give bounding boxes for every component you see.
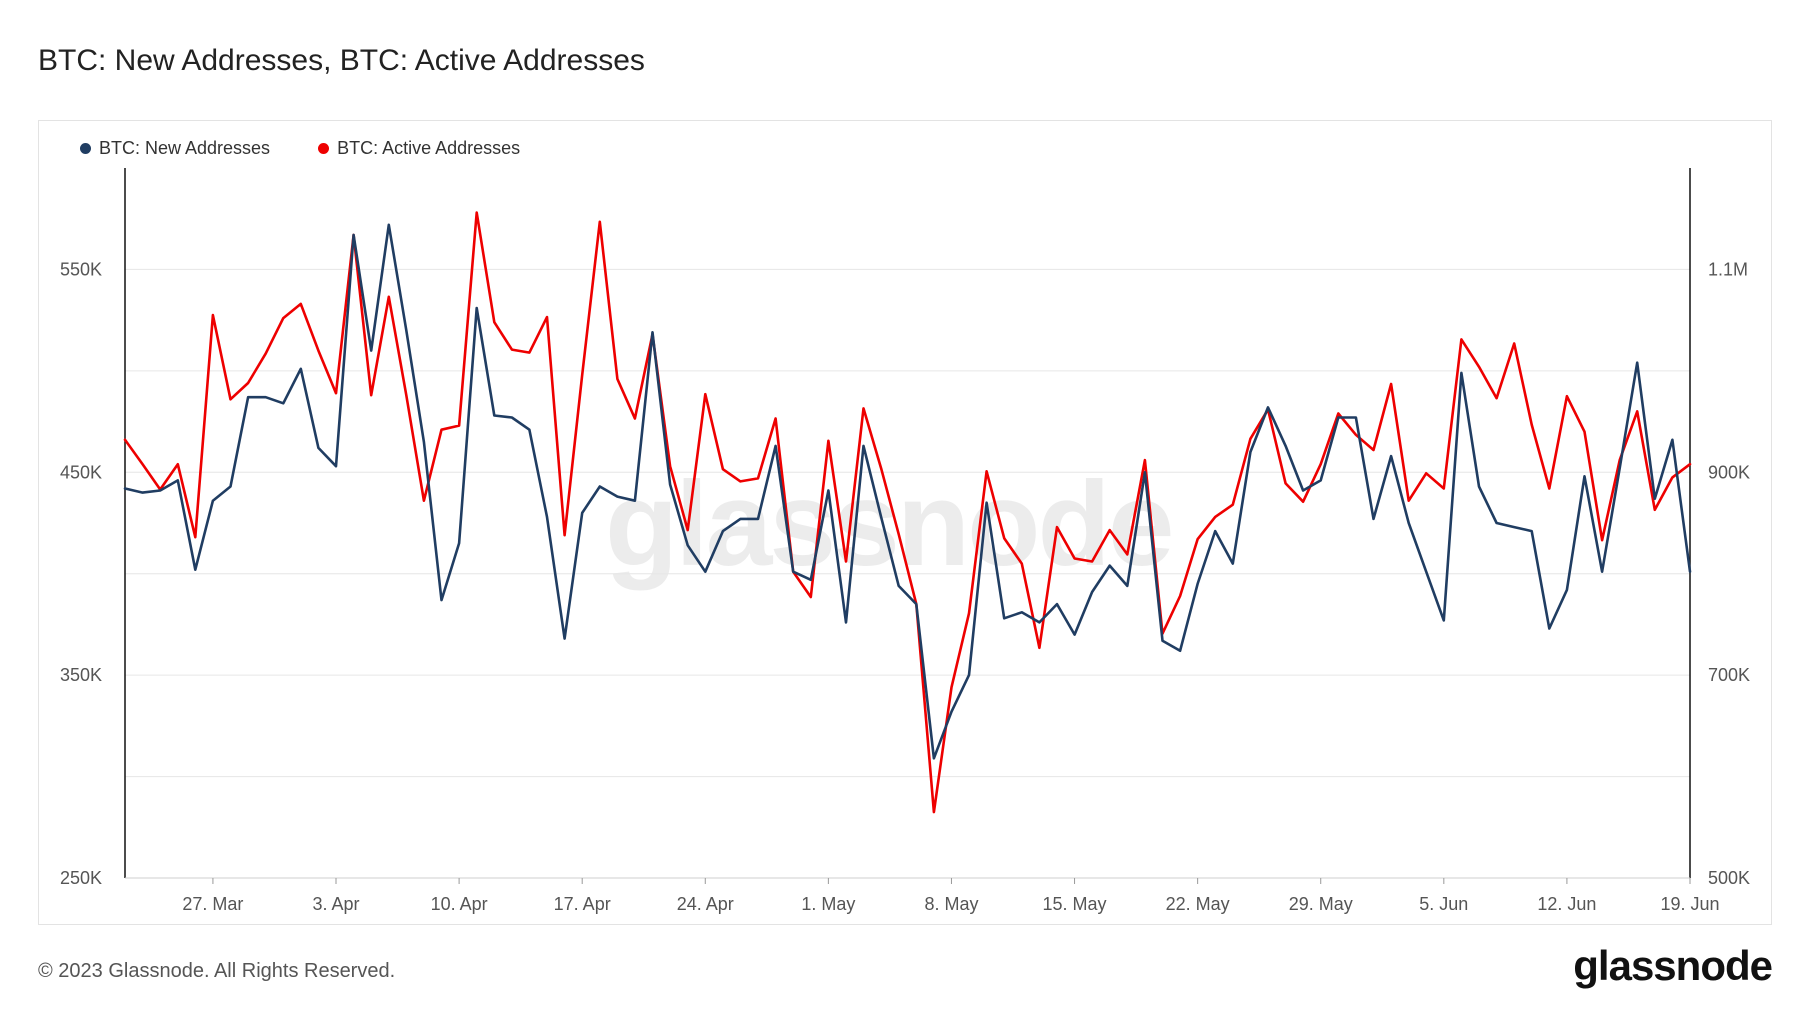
legend: BTC: New Addresses BTC: Active Addresses: [80, 138, 520, 159]
legend-label-active: BTC: Active Addresses: [337, 138, 521, 158]
x-tick-label: 27. Mar: [182, 894, 243, 914]
legend-dot-active: [318, 143, 330, 154]
y-right-tick-label: 1.1M: [1708, 259, 1748, 279]
x-tick-label: 17. Apr: [554, 894, 611, 914]
copyright-text: © 2023 Glassnode. All Rights Reserved.: [38, 960, 396, 982]
legend-item-active[interactable]: BTC: Active Addresses: [318, 138, 520, 159]
x-tick-label: 19. Jun: [1660, 894, 1719, 914]
series-line-new-addresses: [123, 223, 1692, 760]
x-tick-label: 24. Apr: [677, 894, 734, 914]
brand-logo: glassnode: [1573, 942, 1773, 989]
y-left-tick-label: 450K: [60, 462, 102, 482]
y-right-tick-label: 900K: [1708, 462, 1750, 482]
x-tick-label: 5. Jun: [1419, 894, 1468, 914]
legend-label-new: BTC: New Addresses: [99, 138, 271, 158]
y-right-tick-label: 700K: [1708, 665, 1750, 685]
x-tick-label: 15. May: [1043, 894, 1107, 914]
watermark: glassnode: [605, 457, 1174, 591]
chart-title: BTC: New Addresses, BTC: Active Addresse…: [38, 44, 645, 77]
y-left-tick-label: 550K: [60, 259, 102, 279]
x-tick-label: 3. Apr: [312, 894, 359, 914]
x-tick-label: 10. Apr: [431, 894, 488, 914]
x-tick-label: 22. May: [1166, 894, 1230, 914]
legend-item-new[interactable]: BTC: New Addresses: [80, 138, 270, 159]
y-left-tick-label: 250K: [60, 868, 102, 888]
chart-frame: [38, 120, 1772, 925]
y-right-tick-label: 500K: [1708, 868, 1750, 888]
x-tick-label: 29. May: [1289, 894, 1353, 914]
legend-dot-new: [80, 143, 91, 154]
x-tick-label: 12. Jun: [1537, 894, 1596, 914]
x-tick-label: 8. May: [924, 894, 978, 914]
series-line-active-addresses: [123, 211, 1692, 814]
y-left-tick-label: 350K: [60, 665, 102, 685]
x-tick-label: 1. May: [801, 894, 855, 914]
